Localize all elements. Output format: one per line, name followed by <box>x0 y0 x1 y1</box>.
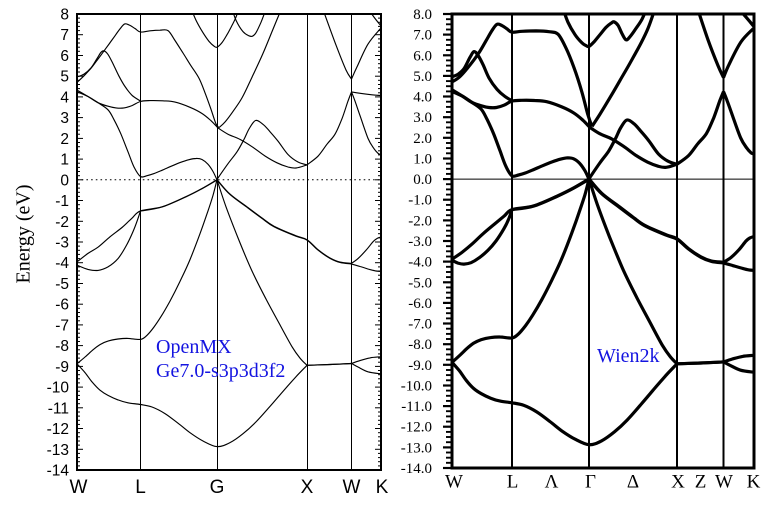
svg-text:-12.0: -12.0 <box>401 420 432 436</box>
svg-text:-13.0: -13.0 <box>401 440 432 456</box>
svg-text:-3.0: -3.0 <box>408 234 432 250</box>
svg-text:8.0: 8.0 <box>413 7 432 23</box>
svg-text:6: 6 <box>60 48 69 65</box>
svg-text:-5: -5 <box>55 276 69 293</box>
svg-text:-13: -13 <box>47 442 69 459</box>
svg-text:-4: -4 <box>55 255 69 272</box>
svg-text:-11: -11 <box>48 400 69 417</box>
svg-text:-8: -8 <box>55 338 69 355</box>
svg-text:X: X <box>671 472 685 493</box>
svg-text:0.0: 0.0 <box>413 172 432 188</box>
svg-text:-5.0: -5.0 <box>408 275 432 291</box>
svg-text:-7: -7 <box>55 317 69 334</box>
svg-text:L: L <box>135 477 146 498</box>
svg-text:-1: -1 <box>55 193 69 210</box>
svg-text:Ge7.0-s3p3d3f2: Ge7.0-s3p3d3f2 <box>156 360 285 382</box>
svg-text:-8.0: -8.0 <box>408 337 432 353</box>
svg-text:7: 7 <box>60 27 69 44</box>
svg-text:6.0: 6.0 <box>413 48 432 64</box>
svg-text:K: K <box>747 472 761 493</box>
svg-text:-9: -9 <box>55 359 69 376</box>
svg-text:OpenMX: OpenMX <box>156 336 232 358</box>
svg-text:Δ: Δ <box>627 472 639 493</box>
svg-text:Λ: Λ <box>545 472 559 493</box>
svg-text:L: L <box>507 472 519 493</box>
svg-text:4: 4 <box>60 89 69 106</box>
svg-text:7.0: 7.0 <box>413 28 432 44</box>
svg-text:2.0: 2.0 <box>413 131 432 147</box>
svg-text:5.0: 5.0 <box>413 69 432 85</box>
svg-text:0: 0 <box>60 172 69 189</box>
svg-text:-11.0: -11.0 <box>401 399 432 415</box>
svg-text:Γ: Γ <box>585 472 596 493</box>
svg-text:1: 1 <box>60 152 69 169</box>
svg-text:3.0: 3.0 <box>413 110 432 126</box>
svg-text:W: W <box>445 472 463 493</box>
svg-text:-4.0: -4.0 <box>408 255 432 271</box>
svg-text:-3: -3 <box>55 235 69 252</box>
svg-text:W: W <box>343 477 361 498</box>
svg-text:G: G <box>210 477 225 498</box>
svg-text:-9.0: -9.0 <box>408 358 432 374</box>
svg-text:-7.0: -7.0 <box>408 317 432 333</box>
svg-text:W: W <box>715 472 733 493</box>
svg-text:-12: -12 <box>47 421 69 438</box>
svg-text:-14.0: -14.0 <box>401 461 432 477</box>
svg-text:4.0: 4.0 <box>413 90 432 106</box>
svg-text:K: K <box>376 477 389 498</box>
svg-text:-1.0: -1.0 <box>408 193 432 209</box>
svg-text:-10.0: -10.0 <box>401 379 432 395</box>
svg-text:Wien2k: Wien2k <box>597 345 660 367</box>
svg-text:8: 8 <box>60 7 69 24</box>
svg-text:Energy (eV): Energy (eV) <box>13 184 35 283</box>
svg-text:X: X <box>301 477 314 498</box>
svg-text:Z: Z <box>695 472 707 493</box>
svg-text:-10: -10 <box>47 380 70 397</box>
svg-text:-2: -2 <box>55 214 69 231</box>
svg-text:5: 5 <box>60 69 69 86</box>
svg-text:-6.0: -6.0 <box>408 296 432 312</box>
svg-text:-6: -6 <box>55 297 69 314</box>
svg-text:W: W <box>70 477 88 498</box>
svg-text:-2.0: -2.0 <box>408 213 432 229</box>
svg-text:3: 3 <box>60 110 69 127</box>
svg-text:1.0: 1.0 <box>413 152 432 168</box>
svg-text:-14: -14 <box>47 463 70 480</box>
svg-text:2: 2 <box>60 131 69 148</box>
